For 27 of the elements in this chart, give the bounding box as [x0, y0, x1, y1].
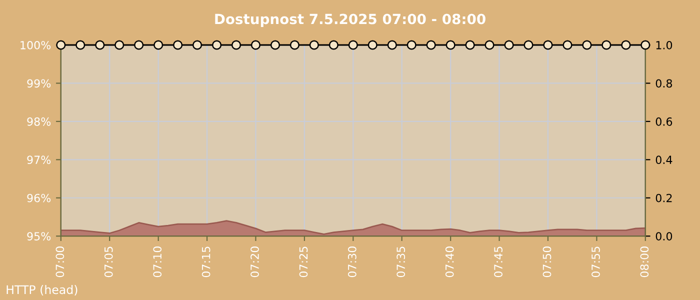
- text: HTTP (head): [6, 284, 78, 296]
- y-tick-label: 100%: [20, 40, 51, 50]
- x-tick-label: 08:00: [640, 246, 649, 278]
- x-tick-label: 07:00: [56, 246, 64, 278]
- x-tick-label: 07:45: [494, 246, 502, 278]
- x-tick-label: 07:50: [542, 246, 552, 278]
- x-tick-label: 07:25: [299, 246, 308, 278]
- y2-tick-label: 0.8: [656, 79, 672, 88]
- y-tick-label: 95%: [27, 232, 51, 240]
- x-tick-label: 07:30: [348, 246, 356, 278]
- x-tick-label: 07:20: [250, 246, 259, 278]
- x-tick-label: 07:10: [153, 246, 162, 278]
- x-tick-label: 07:40: [445, 246, 454, 278]
- y2-tick-label: 0.4: [656, 156, 672, 164]
- y-tick-label: 99%: [27, 79, 51, 88]
- x-tick-label: 07:55: [592, 246, 600, 278]
- y-tick-label: 96%: [27, 194, 51, 202]
- x-tick-label: 07:05: [104, 246, 113, 278]
- chart-title: Dostupnost 7.5.2025 07:00 - 08:00: [215, 14, 486, 27]
- y2-tick-label: 0.0: [656, 232, 672, 240]
- y-tick-label: 98%: [27, 117, 51, 126]
- x-tick-label: 07:35: [396, 246, 406, 278]
- x-tick-label: 07:15: [202, 246, 210, 278]
- y-tick-label: 97%: [27, 156, 51, 164]
- y2-tick-label: 1.0: [656, 40, 672, 50]
- y2-tick-label: 0.6: [656, 117, 672, 126]
- y2-tick-label: 0.2: [656, 194, 672, 202]
